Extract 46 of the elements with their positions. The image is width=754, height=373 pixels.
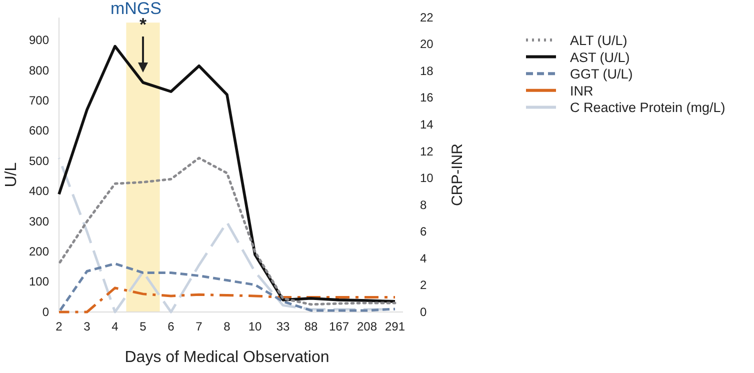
x-tick-label: 3 xyxy=(84,320,91,334)
x-tick-label: 2 xyxy=(56,320,63,334)
y2-tick-label: 22 xyxy=(420,10,434,24)
y-tick-label: 800 xyxy=(28,63,50,78)
x-tick-label: 8 xyxy=(224,320,231,334)
legend-label: C Reactive Protein (mg/L) xyxy=(570,100,726,116)
x-tick-label: 4 xyxy=(112,320,119,334)
x-axis-title: Days of Medical Observation xyxy=(124,349,330,366)
x-tick-label: 167 xyxy=(328,320,350,334)
x-tick-label: 291 xyxy=(384,320,406,334)
y2-tick-label: 20 xyxy=(420,37,434,52)
x-tick-label: 7 xyxy=(196,320,203,334)
legend-label: AST (U/L) xyxy=(570,50,630,65)
y2-tick-label: 10 xyxy=(420,171,434,186)
x-tick-label: 208 xyxy=(356,320,378,334)
legend-label: INR xyxy=(570,83,594,98)
line-series xyxy=(58,44,396,303)
y-axis-title: U/L xyxy=(3,162,20,188)
y2-tick-label: 2 xyxy=(420,278,427,292)
y-tick-label: 600 xyxy=(28,124,50,138)
y-tick-label: 500 xyxy=(28,154,50,168)
line-series xyxy=(58,262,396,314)
y-tick-label: 300 xyxy=(28,214,50,228)
y-tick-label: 0 xyxy=(42,304,50,319)
y-tick-label: 200 xyxy=(28,244,50,258)
y2-tick-label: 6 xyxy=(420,224,427,239)
x-tick-label: 5 xyxy=(140,320,147,334)
y-tick-label: 700 xyxy=(28,93,50,108)
y2-tick-label: 4 xyxy=(420,251,427,266)
legend-label: GGT (U/L) xyxy=(570,66,633,82)
y2-tick-label: 0 xyxy=(420,304,427,319)
y-tick-label: 100 xyxy=(28,274,50,289)
y2-tick-label: 18 xyxy=(420,64,434,78)
x-tick-label: 88 xyxy=(304,320,318,334)
line-series xyxy=(58,286,396,314)
x-tick-label: 33 xyxy=(276,320,290,334)
y2-tick-label: 16 xyxy=(420,90,434,105)
legend-label: ALT (U/L) xyxy=(570,33,628,48)
y2-tick-label: 14 xyxy=(420,117,434,132)
y-tick-label: 900 xyxy=(28,33,50,48)
x-tick-label: 10 xyxy=(248,320,262,334)
y2-tick-label: 8 xyxy=(420,198,427,212)
x-tick-label: 6 xyxy=(168,320,175,334)
y-tick-label: 400 xyxy=(28,184,50,198)
y2-tick-label: 12 xyxy=(420,144,434,158)
y2-axis-title: CRP-INR xyxy=(449,143,466,206)
